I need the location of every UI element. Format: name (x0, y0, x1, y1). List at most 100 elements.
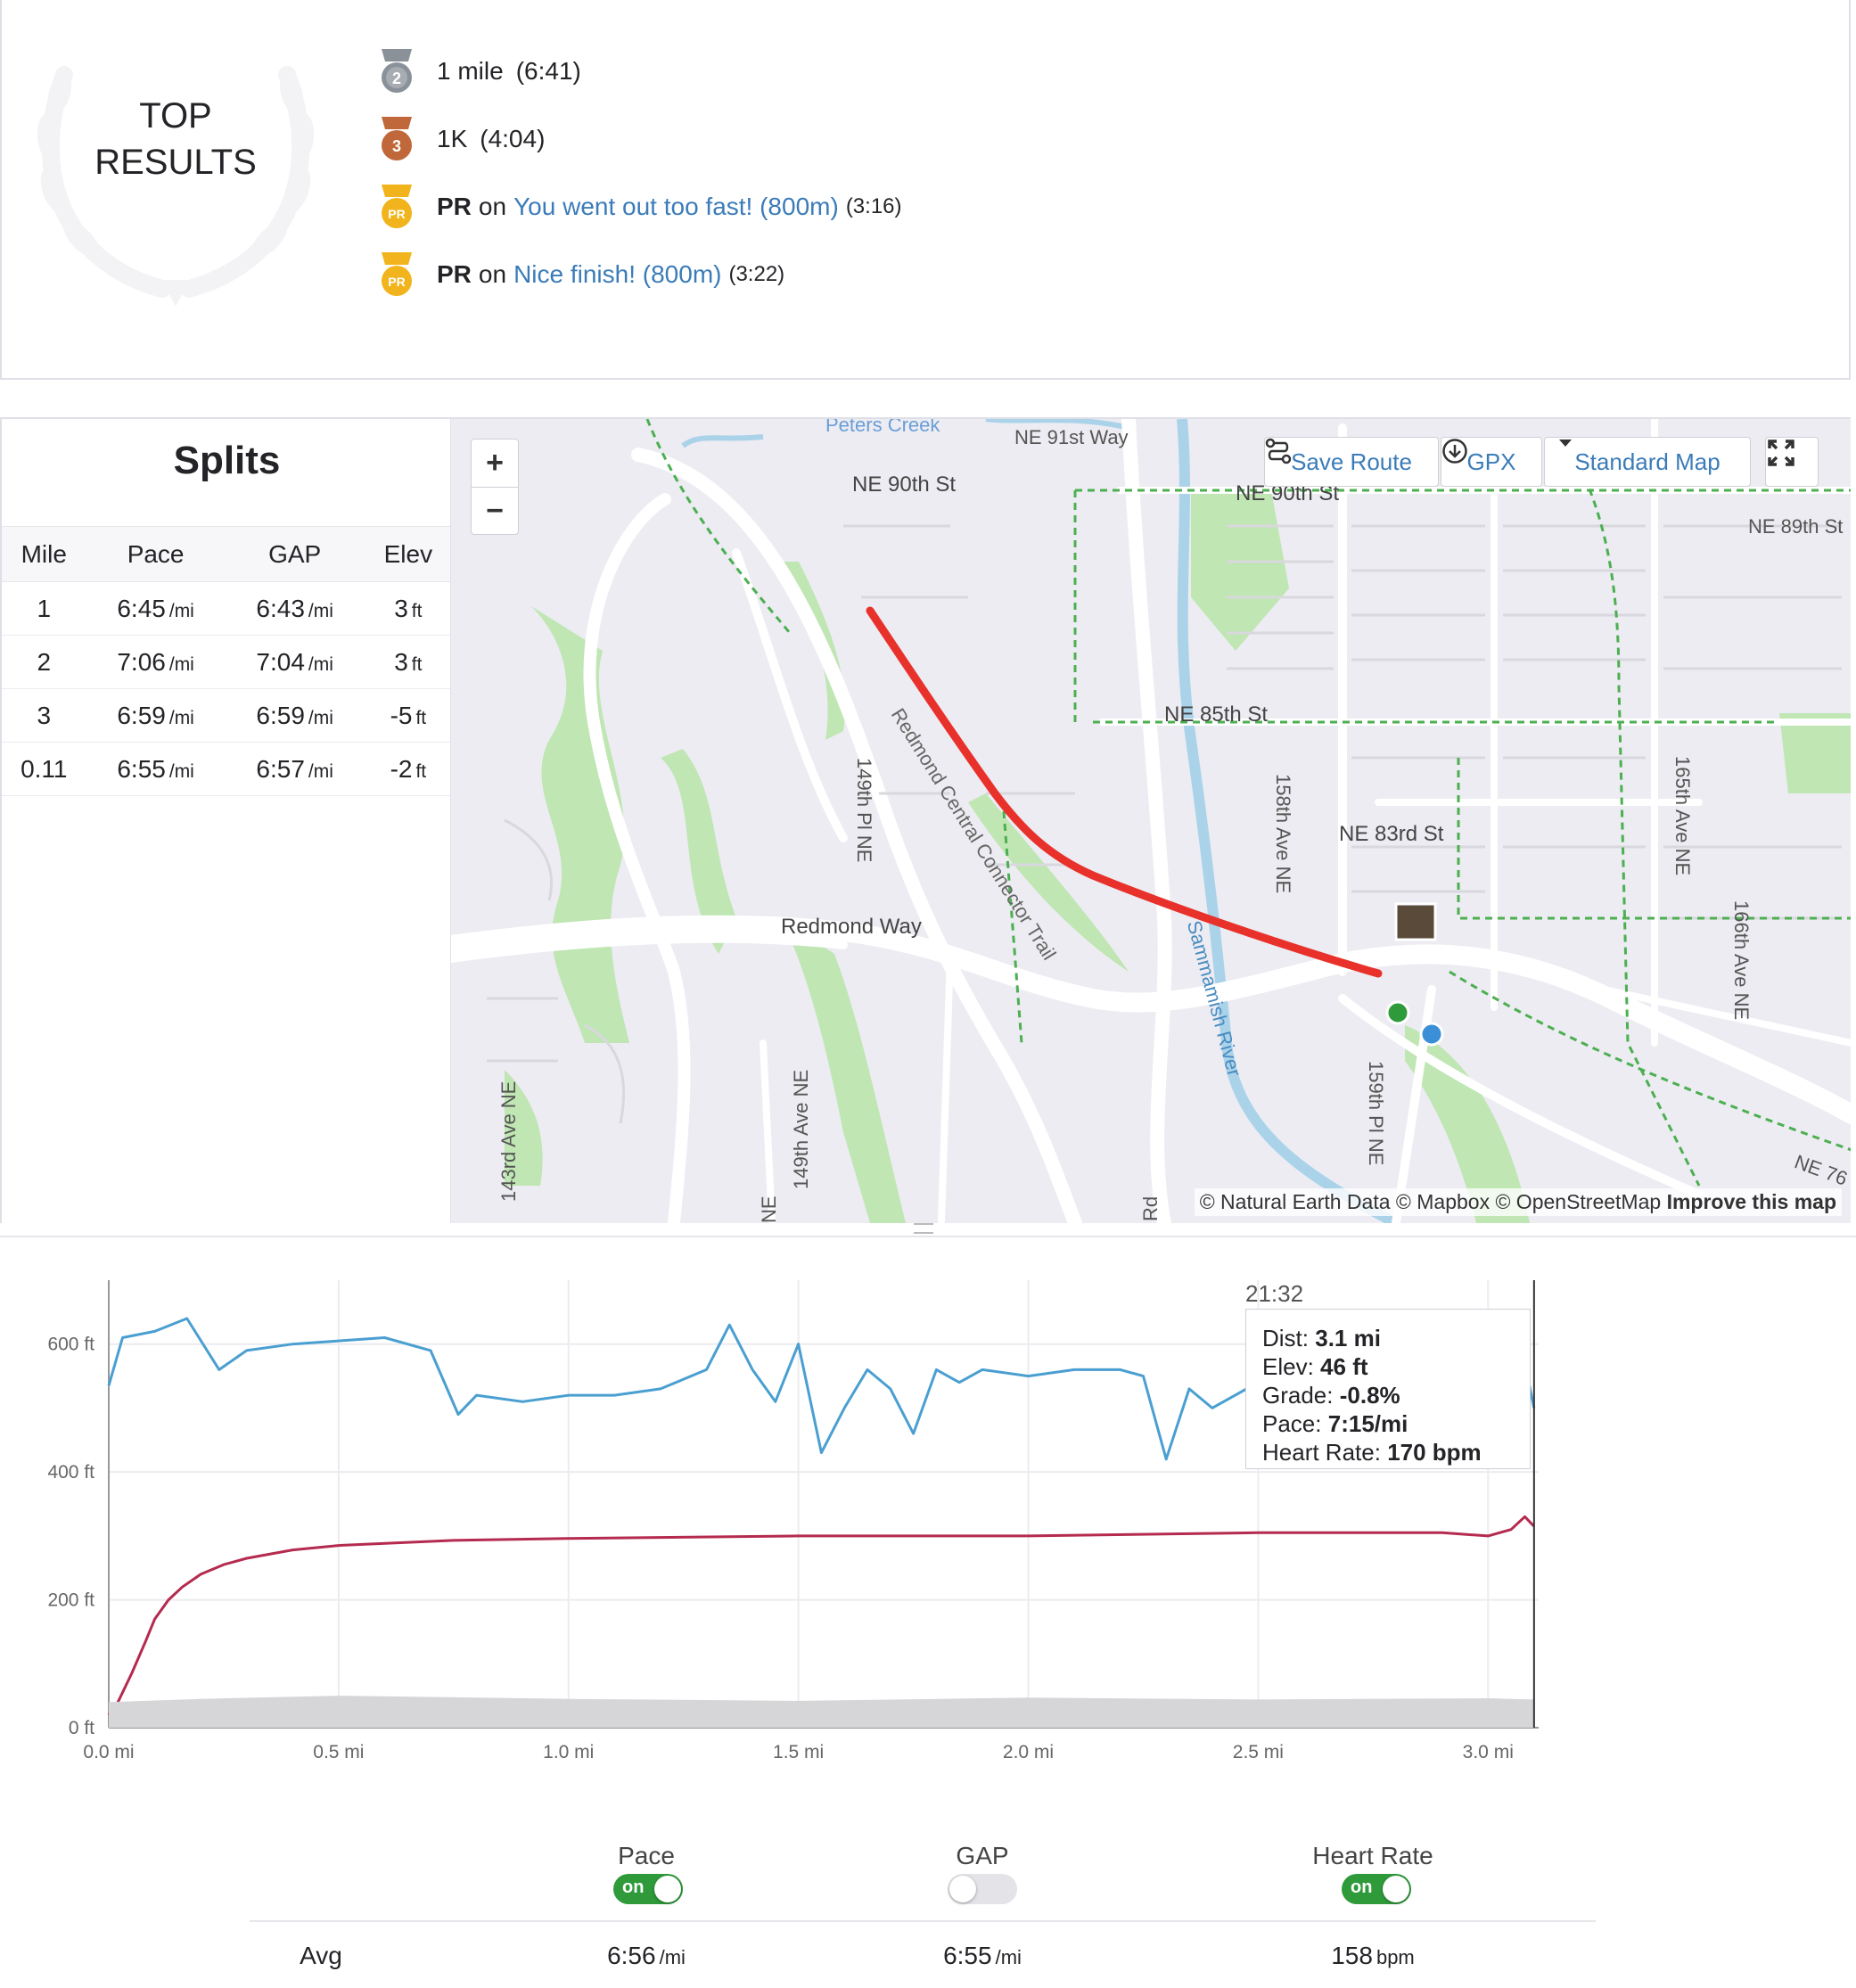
pace-toggle[interactable]: on (613, 1874, 683, 1904)
tooltip-grade: Grade: -0.8% (1262, 1382, 1400, 1409)
table-row: 2 7:06/mi 7:04/mi 3 ft (2, 635, 452, 689)
split-pace: 6:45/mi (86, 581, 226, 636)
gap-toggle[interactable] (948, 1874, 1017, 1904)
y-tick-label: 600 ft (47, 1335, 94, 1355)
splits-header-row: Mile Pace GAP Elev (2, 526, 452, 582)
save-route-button[interactable]: Save Route (1264, 437, 1439, 487)
map-canvas (451, 419, 1851, 1223)
table-row: 3 6:59/mi 6:59/mi -5 ft (2, 688, 452, 743)
tooltip-dist: Dist: 3.1 mi (1262, 1325, 1381, 1351)
toggle-knob (654, 1876, 681, 1902)
achievement-pr-nice-finish: PR PR on Nice finish! (800m) (3:22) (376, 248, 784, 301)
download-icon (1442, 439, 1467, 464)
pace-toggle-label: Pace (618, 1842, 675, 1869)
gpx-download-button[interactable]: GPX (1441, 437, 1542, 487)
street-label: 149th Ave NE (790, 1069, 812, 1189)
toggle-on-text: on (622, 1877, 645, 1897)
improve-map-link[interactable]: Improve this map (1666, 1190, 1836, 1213)
toggle-on-text: on (1351, 1877, 1373, 1897)
street-grid (487, 524, 1842, 1124)
start-marker (1385, 1000, 1410, 1025)
split-mile: 1 (2, 581, 86, 636)
route-icon (1265, 438, 1292, 464)
segment-link-out-too-fast[interactable]: You went out too fast! (800m) (513, 193, 839, 220)
segment-link-nice-finish[interactable]: Nice finish! (800m) (513, 260, 722, 288)
split-pace: 7:06/mi (86, 635, 226, 689)
map-attribution: © Natural Earth Data © Mapbox © OpenStre… (1194, 1188, 1842, 1216)
end-marker (1419, 1022, 1444, 1047)
street-label: 165th Ave NE (1671, 756, 1694, 876)
street-label: 149th Pl NE (853, 758, 875, 863)
pr-medal-icon: PR (382, 185, 412, 228)
split-elev: -2 ft (364, 742, 452, 796)
col-pace: Pace (86, 526, 226, 582)
y-tick-label: 0 ft (69, 1718, 94, 1738)
street-label: 166th Ave NE (1730, 900, 1753, 1021)
toggle-knob (949, 1876, 976, 1902)
street-label: NE (758, 1195, 780, 1223)
split-gap: 7:04/mi (225, 635, 365, 689)
splits-title: Splits (173, 439, 281, 482)
split-mile: 0.11 (2, 742, 86, 796)
y-tick-label: 400 ft (47, 1462, 94, 1483)
split-gap: 6:57/mi (225, 742, 365, 796)
achievement-pr-out-too-fast: PR PR on You went out too fast! (800m) (… (376, 180, 902, 234)
pr-label: PR (437, 193, 472, 220)
top-results-title-line1: TOP (139, 96, 212, 136)
map-style-dropdown[interactable]: Standard Map (1544, 437, 1751, 487)
split-mile: 3 (2, 688, 86, 743)
fullscreen-button[interactable] (1765, 437, 1819, 487)
fullscreen-icon (1768, 439, 1794, 466)
svg-text:PR: PR (388, 207, 405, 221)
creek-label: Peters Creek (825, 419, 940, 436)
street-label: NE 89th St (1748, 515, 1844, 538)
street-label: 158th Ave NE (1272, 774, 1294, 894)
tooltip-elev: Elev: 46 ft (1262, 1353, 1368, 1380)
achievement-1k: 3 1K (4:04) (376, 112, 545, 166)
avg-pace: 6:56/mi (607, 1942, 686, 1969)
splits-table: Mile Pace GAP Elev 1 6:45/mi 6:43/mi 3 ft… (2, 526, 452, 796)
bronze-medal-icon: 3 (382, 117, 412, 160)
split-gap: 6:59/mi (225, 688, 365, 743)
tooltip-time: 21:32 (1245, 1280, 1304, 1307)
svg-text:2: 2 (392, 70, 401, 87)
x-tick-label: 1.0 mi (543, 1742, 594, 1762)
resize-handle[interactable] (914, 1223, 933, 1234)
on-label: on (478, 193, 507, 220)
attribution-text: © Natural Earth Data © Mapbox © OpenStre… (1199, 1190, 1662, 1213)
street-label: Rd (1139, 1195, 1162, 1221)
col-gap: GAP (225, 526, 365, 582)
col-mile: Mile (2, 526, 86, 582)
toggle-knob (1383, 1876, 1409, 1902)
trails (645, 419, 1851, 1187)
tooltip-heart-rate: Heart Rate: 170 bpm (1262, 1439, 1482, 1466)
x-tick-label: 3.0 mi (1463, 1742, 1514, 1762)
split-gap: 6:43/mi (225, 581, 365, 636)
analysis-chart-section: 0.0 mi 0.5 mi 1.0 mi 1.5 mi 2.0 mi 2.5 mi 3.0 … (0, 1236, 1856, 1788)
athlete-photo (1394, 902, 1437, 941)
street-label: 159th Pl NE (1365, 1061, 1387, 1166)
achievement-time: (3:22) (728, 262, 785, 286)
svg-text:PR: PR (388, 275, 405, 289)
zoom-in-button[interactable]: + (486, 446, 504, 480)
averages-row: Avg 6:56/mi 6:55/mi 158 bpm (250, 1920, 1596, 1988)
analysis-chart[interactable]: 0.0 mi 0.5 mi 1.0 mi 1.5 mi 2.0 mi 2.5 mi 3.0 … (0, 1237, 1856, 1790)
street-label: NE 85th St (1164, 702, 1269, 727)
x-tick-label: 1.5 mi (773, 1742, 824, 1762)
zoom-out-button[interactable]: − (472, 487, 518, 534)
street-label: NE 83rd St (1339, 822, 1444, 846)
heart-rate-toggle[interactable]: on (1342, 1874, 1411, 1904)
water (681, 419, 1399, 1223)
y-tick-label: 200 ft (47, 1590, 94, 1611)
street-label: 143rd Ave NE (497, 1080, 520, 1202)
split-elev: -5 ft (364, 688, 452, 743)
route-map[interactable]: NE 91st Way Peters Creek NE 90th St NE 9… (450, 419, 1851, 1223)
pr-label: PR (437, 260, 472, 288)
caret-down-icon (1559, 439, 1572, 447)
x-tick-label: 2.0 mi (1003, 1742, 1054, 1762)
chart-tooltip: Dist: 3.1 mi Elev: 46 ft Grade: -0.8% Pa… (1245, 1309, 1531, 1469)
gap-toggle-label: GAP (956, 1842, 1009, 1869)
map-splits-section: Splits Mile Pace GAP Elev 1 6:45/mi 6:43… (0, 417, 1851, 1223)
on-label: on (478, 260, 507, 288)
avg-gap: 6:55/mi (943, 1942, 1022, 1969)
